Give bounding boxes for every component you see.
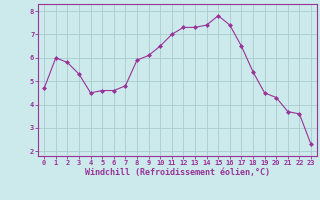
X-axis label: Windchill (Refroidissement éolien,°C): Windchill (Refroidissement éolien,°C): [85, 168, 270, 177]
